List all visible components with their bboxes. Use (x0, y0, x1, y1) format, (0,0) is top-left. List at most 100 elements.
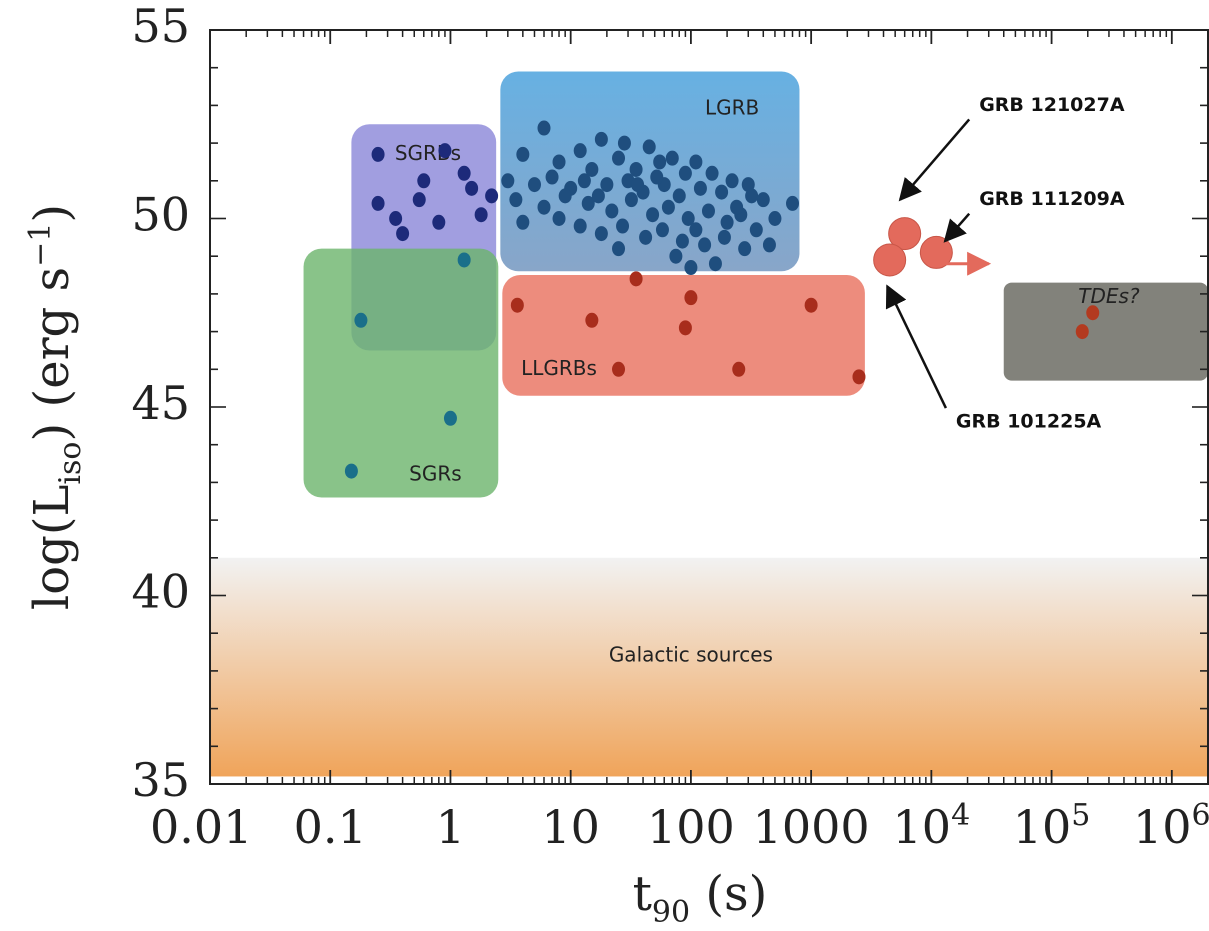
point-lgrb (653, 154, 667, 170)
region-label-lgrb: LGRB (705, 96, 759, 120)
point-sgrbs (389, 211, 403, 226)
y-tick-label: 45 (131, 376, 190, 430)
point-sgrbs (396, 226, 410, 242)
annotation-grb-101225a: GRB 101225A (956, 411, 1102, 433)
point-lgrb (675, 233, 689, 249)
point-lgrb (558, 188, 572, 204)
point-lgrb (745, 188, 759, 204)
point-llgrbs (612, 361, 626, 377)
region-galactic-sources (210, 557, 1208, 777)
region-label-llgrbs: LLGRBs (521, 356, 597, 380)
annotation-arrow-grb-101225a (885, 284, 948, 409)
point-lgrb (545, 169, 559, 185)
point-lgrb (738, 241, 752, 257)
point-lgrb (639, 229, 653, 245)
points (344, 120, 1100, 479)
point-lgrb (573, 143, 587, 159)
point-sgrbs (465, 180, 479, 196)
point-lgrb (537, 120, 551, 136)
point-sgrbs (417, 173, 431, 189)
point-lgrb (768, 211, 782, 226)
point-lgrb (705, 165, 719, 181)
y-tick-label: 35 (131, 753, 190, 807)
point-sgrs (354, 312, 368, 328)
x-tick-label: 0.1 (294, 800, 367, 854)
y-tick-label: 40 (131, 565, 190, 619)
point-sgrbs (485, 188, 499, 204)
point-lgrb (577, 173, 591, 189)
annotation-arrow-grb-111209a (943, 212, 971, 243)
x-tick-label: 0.01 (150, 800, 252, 854)
point-lgrb (527, 177, 541, 193)
point-lgrb (762, 237, 776, 253)
point-lgrb (693, 180, 707, 196)
point-lgrb (672, 188, 686, 204)
point-sgrbs (371, 195, 385, 211)
point-lgrb (646, 207, 660, 223)
point-lgrb (665, 150, 679, 166)
point-lgrb (612, 150, 626, 166)
point-lgrb (741, 177, 755, 193)
point-lgrb (715, 184, 729, 200)
region-label-galactic-sources: Galactic sources (609, 642, 773, 666)
point-lgrb (605, 203, 619, 219)
point-lgrb (516, 146, 530, 162)
point-lgrb (650, 169, 664, 185)
point-grb-121027a (888, 217, 922, 251)
point-lgrb (600, 177, 614, 193)
point-lgrb (669, 248, 683, 264)
region-label-sgrs: SGRs (409, 461, 462, 485)
point-sgrbs (412, 192, 426, 208)
point-sgrbs (438, 143, 452, 159)
y-tick-label: 55 (131, 0, 190, 53)
point-lgrb (552, 211, 566, 226)
point-lgrb (594, 131, 608, 147)
point-lgrb (642, 139, 656, 155)
point-lgrb (689, 154, 703, 170)
point-lgrb (684, 260, 698, 276)
annotation-grb-111209a: GRB 111209A (979, 188, 1125, 210)
point-lgrb (678, 165, 692, 181)
point-lgrb (594, 226, 608, 242)
point-llgrbs (629, 271, 643, 287)
axis-labels: 0.01 0.1 1 10 100 1000 104 105 106 35 40 45 50 55 t90 … (23, 0, 1209, 930)
point-lgrb (720, 214, 734, 230)
point-llgrbs (804, 297, 818, 313)
point-llgrbs (732, 361, 746, 377)
y-tick-label: 50 (131, 188, 190, 242)
point-lgrb (537, 199, 551, 215)
point-llgrbs (585, 312, 599, 328)
point-lgrb (573, 218, 587, 234)
point-sgrbs (474, 207, 488, 223)
point-llgrbs (510, 297, 524, 313)
x-tick-label: 1 (436, 800, 465, 854)
region-sgrs (303, 248, 499, 498)
x-tick-label: 100 (647, 800, 735, 854)
point-sgrs (344, 463, 358, 479)
point-lgrb (749, 222, 763, 238)
point-lgrb (585, 161, 599, 177)
point-lgrb (552, 154, 566, 170)
region-llgrbs (502, 275, 865, 396)
point-lgrb (708, 256, 722, 272)
special-points (873, 217, 992, 277)
point-sgrbs (371, 146, 385, 162)
point-lgrb (581, 195, 595, 211)
x-tick-label: 1000 (753, 800, 870, 854)
annotations: GRB 121027A GRB 111209A GRB 101225A (885, 94, 1125, 433)
point-sgrbs (457, 165, 471, 181)
point-lgrb (717, 229, 731, 245)
annotation-arrow-grb-121027a (898, 118, 971, 202)
point-sgrs (443, 410, 457, 426)
point-sgrs (457, 252, 471, 268)
region-tdes (1003, 282, 1208, 381)
x-axis-title: t90 (s) (633, 866, 768, 930)
x-tick-label: 10 (541, 800, 600, 854)
point-lgrb (509, 192, 523, 208)
point-lgrb (756, 192, 770, 208)
point-lgrb (617, 135, 631, 151)
point-lgrb (631, 177, 645, 193)
point-llgrbs (684, 290, 698, 306)
